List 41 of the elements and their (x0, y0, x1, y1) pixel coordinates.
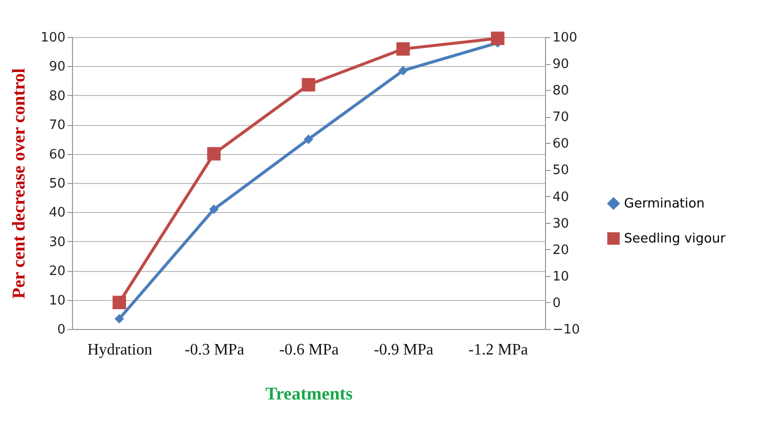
x-tick-label: -0.9 MPa (374, 342, 434, 358)
point (207, 147, 221, 161)
x-axis-title: Treatments (265, 384, 353, 404)
point (398, 66, 408, 76)
y2-tick-label: 20 (552, 242, 570, 258)
legend-label: Seedling vigour (624, 232, 726, 246)
y-tick-label: 80 (48, 88, 66, 104)
y-tick-label: 40 (48, 206, 66, 221)
x-tick-label: -0.6 MPa (279, 342, 339, 358)
point (304, 134, 314, 144)
y2-tick-label: 60 (552, 136, 570, 152)
y2-tick-label: 70 (552, 110, 570, 126)
y-tick-label: 100 (40, 30, 66, 46)
x-tick-label: -0.3 MPa (184, 342, 244, 358)
point (490, 32, 504, 46)
y-tick-label: 10 (48, 293, 66, 308)
point (114, 314, 124, 324)
y-tick-label: 20 (48, 264, 66, 280)
y-tick-label: 30 (48, 234, 66, 250)
y2-tick-label: 50 (552, 163, 570, 178)
y2-tick-label: 90 (552, 57, 570, 72)
x-tick-label: Hydration (87, 342, 152, 358)
y2-tick-label: −10 (552, 322, 580, 338)
y-tick-label: 0 (57, 322, 66, 338)
point (302, 78, 316, 92)
y-tick-label: 70 (48, 118, 66, 134)
point (112, 296, 126, 310)
y-tick-label: 60 (48, 147, 66, 162)
y-tick-label: 90 (48, 60, 66, 75)
y-tick-label: 50 (48, 176, 66, 192)
x-tick-label: -1.2 MPa (468, 342, 528, 358)
y2-tick-label: 30 (552, 216, 570, 232)
y2-tick-label: 10 (552, 269, 570, 284)
y-axis-title: Per cent decrease over control (8, 68, 29, 299)
y2-tick-label: 40 (552, 190, 570, 205)
y2-tick-label: 0 (552, 296, 561, 311)
y2-tick-label: 100 (552, 30, 578, 46)
point (209, 204, 219, 214)
point (396, 42, 410, 56)
legend-label: Germination (624, 196, 705, 212)
y2-tick-label: 80 (552, 84, 570, 99)
